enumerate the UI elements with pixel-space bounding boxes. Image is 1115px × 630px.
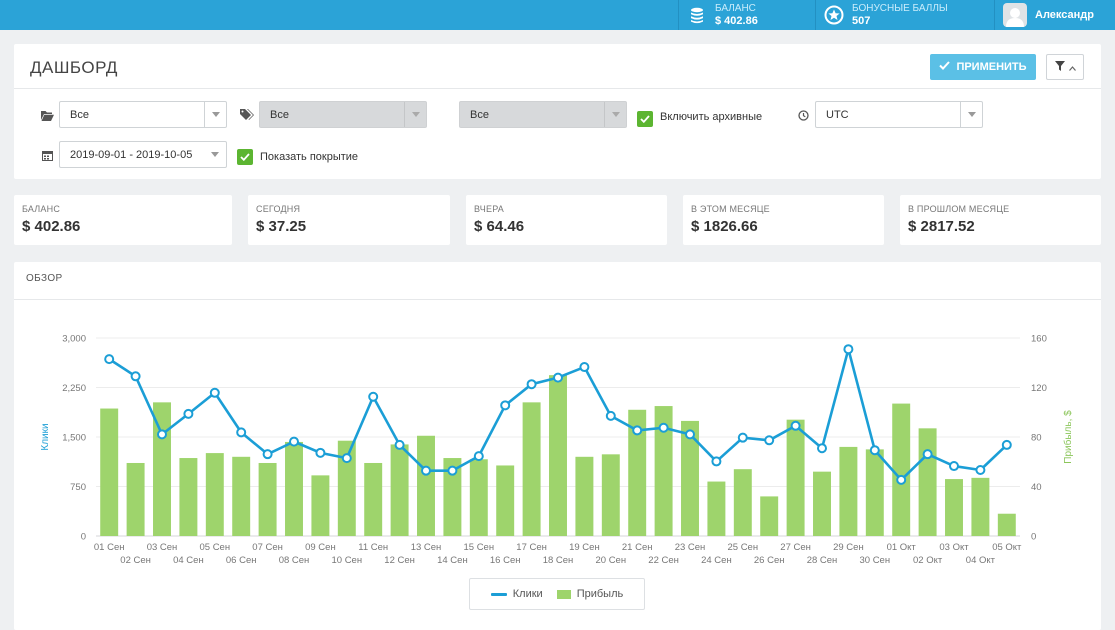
checkmark-icon — [939, 61, 951, 73]
chart-legend: Клики Прибыль — [469, 578, 645, 610]
balance-label: БАЛАНС — [715, 3, 756, 14]
apply-button[interactable]: ПРИМЕНИТЬ — [930, 54, 1036, 80]
folder-select[interactable]: Все — [59, 101, 227, 128]
stat-card-yesterday: ВЧЕРА $ 64.46 — [466, 195, 667, 245]
tag-select[interactable]: Все — [259, 101, 427, 128]
overview-title: ОБЗОР — [26, 273, 63, 284]
chevron-down-icon — [404, 102, 426, 127]
tags-icon — [240, 108, 254, 122]
overview-panel — [14, 262, 1101, 630]
secondary-select[interactable]: Все — [459, 101, 627, 128]
star-badge-icon — [824, 5, 844, 25]
secondary-select-value: Все — [470, 108, 489, 121]
chevron-up-icon — [1068, 60, 1076, 74]
calendar-icon — [40, 148, 54, 162]
folder-icon — [40, 108, 54, 122]
stat-label: В ЭТОМ МЕСЯЦЕ — [691, 204, 770, 214]
checkmark-icon — [640, 115, 650, 123]
stat-value: $ 64.46 — [474, 218, 525, 235]
tag-select-value: Все — [270, 108, 289, 121]
top-bar: БАЛАНС $ 402.86 БОНУСНЫЕ БАЛЛЫ 507 Алекс… — [0, 0, 1115, 30]
legend-item-profit[interactable]: Прибыль — [556, 588, 624, 600]
checkmark-icon — [240, 153, 250, 161]
stat-value: $ 2817.52 — [908, 218, 975, 235]
legend-label-clicks: Клики — [512, 588, 543, 600]
stat-value: $ 1826.66 — [691, 218, 758, 235]
coins-icon — [687, 5, 707, 25]
chevron-down-icon — [604, 102, 626, 127]
balance-value: $ 402.86 — [715, 15, 758, 27]
bonus-label: БОНУСНЫЕ БАЛЛЫ — [852, 3, 948, 14]
bonus-value: 507 — [852, 15, 871, 27]
stat-label: В ПРОШЛОМ МЕСЯЦЕ — [908, 204, 1010, 214]
avatar — [1003, 3, 1027, 27]
divider — [14, 299, 1101, 300]
stat-label: ВЧЕРА — [474, 204, 505, 214]
date-range-value: 2019-09-01 - 2019-10-05 — [70, 148, 193, 161]
clock-icon — [796, 108, 810, 122]
date-range-select[interactable]: 2019-09-01 - 2019-10-05 — [59, 141, 227, 168]
chevron-down-icon — [204, 102, 226, 127]
stat-value: $ 37.25 — [256, 218, 307, 235]
stat-label: БАЛАНС — [22, 204, 61, 214]
show-coverage-checkbox[interactable] — [237, 149, 253, 165]
page-title: ДАШБОРД — [30, 58, 118, 77]
bonus-widget[interactable]: БОНУСНЫЕ БАЛЛЫ 507 — [815, 0, 993, 30]
apply-button-label: ПРИМЕНИТЬ — [956, 61, 1027, 73]
filter-toggle-button[interactable] — [1046, 54, 1084, 80]
include-archived-label: Включить архивные — [660, 111, 763, 123]
chevron-down-icon — [960, 102, 982, 127]
include-archived-checkbox[interactable] — [637, 111, 653, 127]
timezone-select[interactable]: UTC — [815, 101, 983, 128]
legend-label-profit: Прибыль — [576, 588, 624, 600]
balance-widget[interactable]: БАЛАНС $ 402.86 — [678, 0, 814, 30]
chevron-down-icon — [204, 142, 226, 167]
user-menu[interactable]: Александр — [994, 0, 1115, 30]
stat-card-balance: БАЛАНС $ 402.86 — [14, 195, 232, 245]
legend-swatch-bar — [556, 589, 571, 599]
user-name: Александр — [1035, 9, 1094, 21]
timezone-select-value: UTC — [826, 108, 849, 121]
show-coverage-label: Показать покрытие — [260, 151, 359, 163]
legend-swatch-line — [490, 592, 507, 596]
stat-card-last-month: В ПРОШЛОМ МЕСЯЦЕ $ 2817.52 — [900, 195, 1101, 245]
folder-select-value: Все — [70, 108, 89, 121]
stat-card-today: СЕГОДНЯ $ 37.25 — [248, 195, 450, 245]
filter-icon — [1054, 60, 1065, 74]
stat-label: СЕГОДНЯ — [256, 204, 301, 214]
stat-value: $ 402.86 — [22, 218, 81, 235]
legend-item-clicks[interactable]: Клики — [490, 588, 543, 600]
divider — [14, 88, 1101, 89]
stat-card-this-month: В ЭТОМ МЕСЯЦЕ $ 1826.66 — [683, 195, 884, 245]
